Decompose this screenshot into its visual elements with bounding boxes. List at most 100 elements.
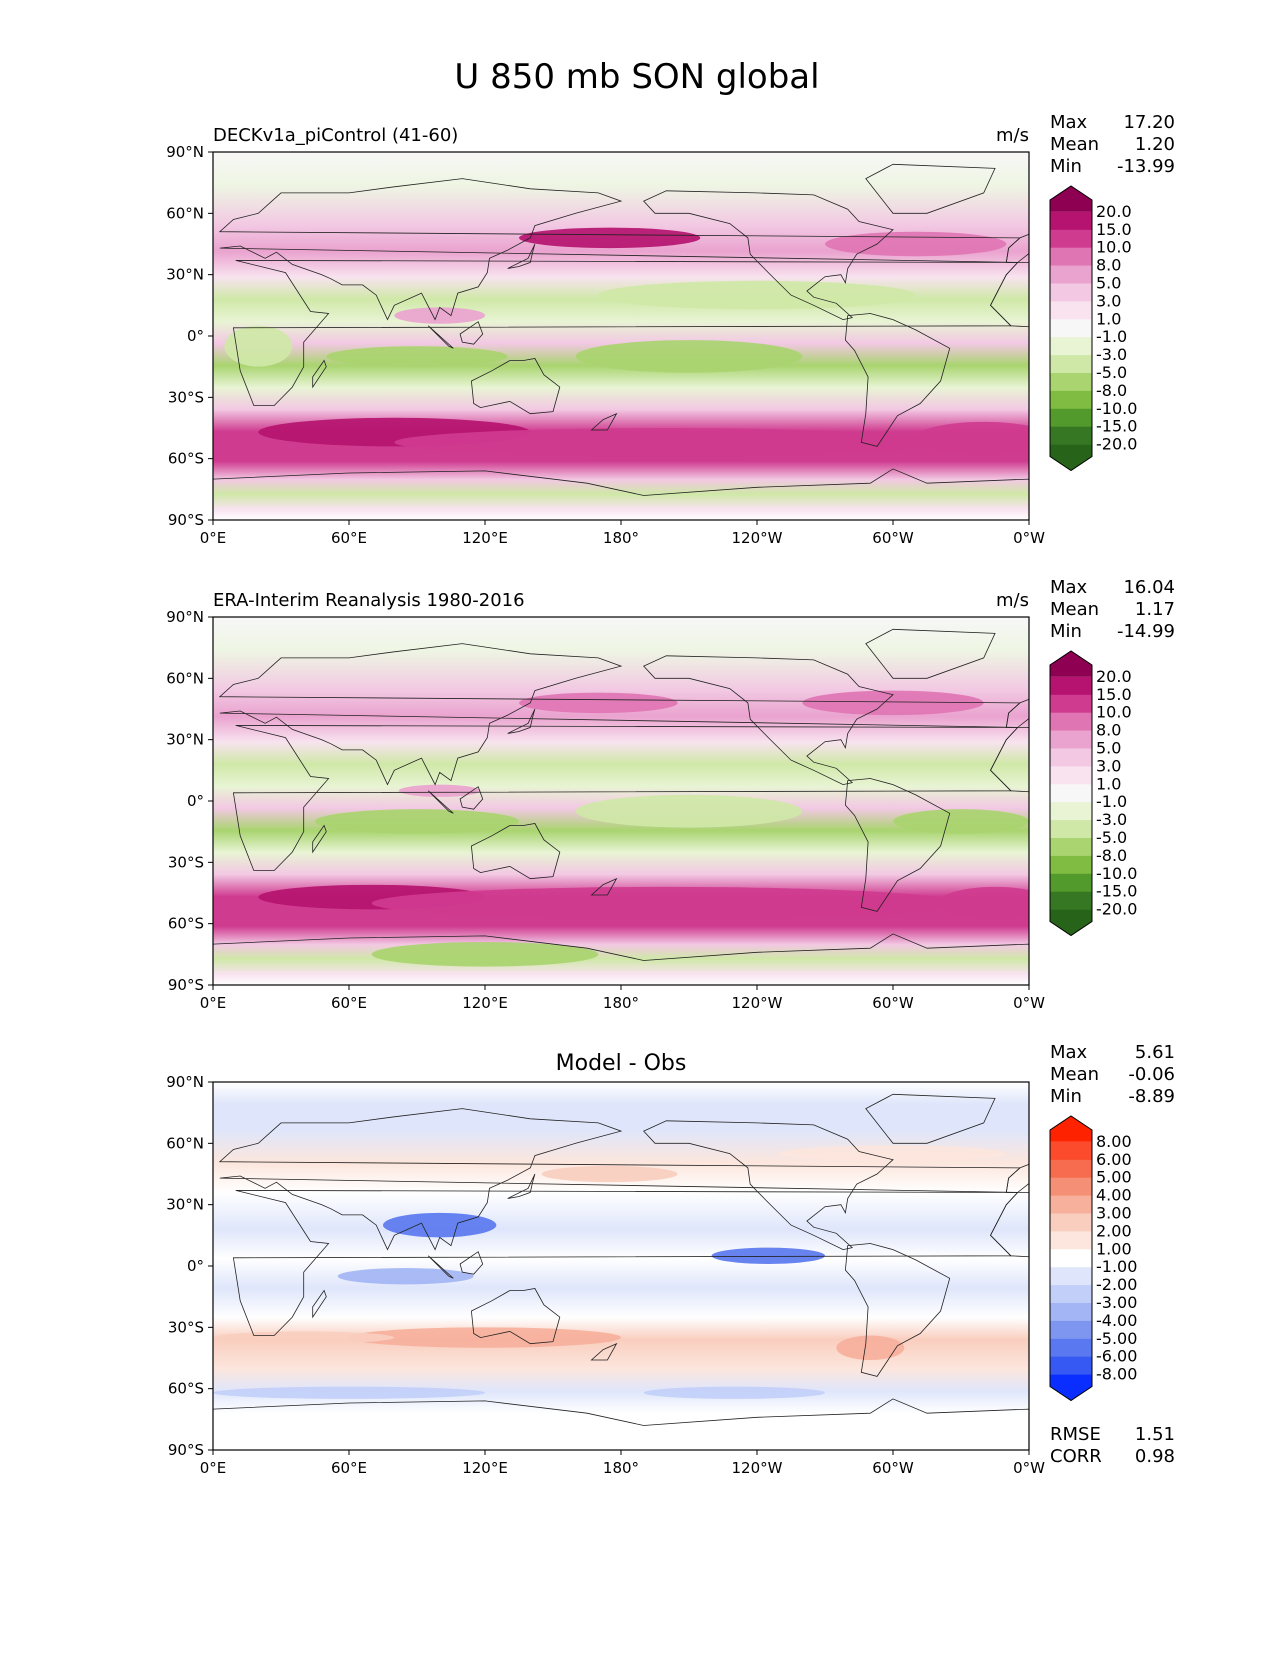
colorbar-level-label: -1.0: [1096, 327, 1127, 346]
lat-tick-label: 90°S: [168, 511, 204, 529]
colorbar-level-label: -5.00: [1096, 1329, 1137, 1348]
colorbar-level-label: -1.0: [1096, 792, 1127, 811]
lon-tick-label: 120°E: [462, 529, 508, 547]
coastline: [991, 725, 1275, 870]
field-blob: [315, 809, 519, 834]
colorbar-segment: [1050, 784, 1092, 802]
colorbar-level-label: 5.0: [1096, 739, 1121, 758]
colorbar-extend-bottom: [1050, 1375, 1092, 1401]
field-blob: [576, 340, 803, 373]
colorbar-segment: [1050, 319, 1092, 337]
colorbar-level-label: 1.00: [1096, 1239, 1132, 1258]
colorbar-level-label: 5.00: [1096, 1168, 1132, 1187]
colorbar-segment: [1050, 892, 1092, 910]
colorbar-level-label: 3.00: [1096, 1204, 1132, 1223]
colorbar-segment: [1050, 212, 1092, 230]
lon-tick-label: 0°W: [1013, 994, 1045, 1012]
stat-label: Max: [1050, 1042, 1088, 1063]
lon-tick-label: 0°W: [1013, 1459, 1045, 1477]
lat-tick-label: 60°N: [166, 204, 204, 222]
colorbar-segment: [1050, 1178, 1092, 1196]
stat-value: -13.99: [1117, 156, 1175, 177]
colorbar-level-label: -1.00: [1096, 1257, 1137, 1276]
colorbar-level-label: -2.00: [1096, 1275, 1137, 1294]
stat-value: 17.20: [1123, 112, 1175, 133]
colorbar-segment: [1050, 1357, 1092, 1375]
colorbar-level-label: -4.00: [1096, 1311, 1137, 1330]
coastline: [1006, 179, 1275, 320]
colorbar-level-label: 8.0: [1096, 256, 1121, 275]
colorbar-segment: [1050, 802, 1092, 820]
colorbar-level-label: -10.0: [1096, 399, 1137, 418]
colorbar-level-label: 20.0: [1096, 667, 1132, 686]
coastline: [1006, 644, 1275, 785]
lat-tick-label: 60°S: [168, 1380, 204, 1398]
panel-title: ERA-Interim Reanalysis 1980-2016: [213, 590, 525, 611]
field-blob: [213, 1331, 394, 1343]
colorbar-segment: [1050, 838, 1092, 856]
lat-tick-label: 30°S: [168, 853, 204, 871]
lon-tick-label: 0°W: [1013, 529, 1045, 547]
field-blob: [372, 887, 961, 920]
stat-value: 16.04: [1123, 577, 1175, 598]
lon-tick-label: 60°W: [872, 529, 914, 547]
colorbar-level-label: -15.0: [1096, 882, 1137, 901]
stat-value: 1.20: [1135, 134, 1175, 155]
colorbar-segment: [1050, 1214, 1092, 1232]
colorbar-level-label: -3.0: [1096, 810, 1127, 829]
colorbar-level-label: 1.0: [1096, 309, 1121, 328]
colorbar-segment: [1050, 713, 1092, 731]
colorbar-extend-top: [1050, 186, 1092, 212]
colorbar-level-label: 8.00: [1096, 1132, 1132, 1151]
colorbar-level-label: -8.0: [1096, 846, 1127, 865]
lon-tick-label: 60°E: [331, 1459, 367, 1477]
lat-tick-label: 60°S: [168, 915, 204, 933]
lat-tick-label: 90°N: [166, 143, 204, 161]
colorbar-level-label: -10.0: [1096, 864, 1137, 883]
stat-label: Min: [1050, 621, 1082, 642]
lat-tick-label: 90°N: [166, 608, 204, 626]
colorbar-level-label: -20.0: [1096, 900, 1137, 919]
stat-label: Min: [1050, 156, 1082, 177]
colorbar-segment: [1050, 874, 1092, 892]
lat-tick-label: 0°: [187, 1257, 204, 1275]
field-blob: [938, 887, 1051, 920]
colorbar-segment: [1050, 301, 1092, 319]
colorbar-segment: [1050, 355, 1092, 373]
lon-tick-label: 60°E: [331, 529, 367, 547]
colorbar-level-label: -8.0: [1096, 381, 1127, 400]
field-blob: [598, 281, 915, 310]
lon-tick-label: 0°E: [200, 1459, 227, 1477]
lon-tick-label: 0°E: [200, 994, 227, 1012]
colorbar-segment: [1050, 677, 1092, 695]
colorbar: 20.015.010.08.05.03.01.0-1.0-3.0-5.0-8.0…: [1050, 186, 1137, 471]
colorbar-segment: [1050, 427, 1092, 445]
stat-value: -8.89: [1128, 1086, 1175, 1107]
colorbar-segment: [1050, 1231, 1092, 1249]
field-blob: [712, 1248, 825, 1264]
lat-tick-label: 30°N: [166, 1196, 204, 1214]
colorbar-level-label: -8.00: [1096, 1365, 1137, 1384]
colorbar-segment: [1050, 337, 1092, 355]
colorbar-segment: [1050, 820, 1092, 838]
colorbar-level-label: -20.0: [1096, 435, 1137, 454]
colorbar-segment: [1050, 284, 1092, 302]
panel-title: Model - Obs: [556, 1051, 687, 1076]
colorbar-level-label: 10.0: [1096, 238, 1132, 257]
lon-tick-label: 0°E: [200, 529, 227, 547]
colorbar-segment: [1050, 1142, 1092, 1160]
colorbar-segment: [1050, 1196, 1092, 1214]
colorbar-level-label: 3.0: [1096, 291, 1121, 310]
colorbar-segment: [1050, 266, 1092, 284]
colorbar-segment: [1050, 1321, 1092, 1339]
lon-tick-label: 60°E: [331, 994, 367, 1012]
colorbar-extend-top: [1050, 1116, 1092, 1142]
colorbar-segment: [1050, 391, 1092, 409]
colorbar-level-label: -3.0: [1096, 345, 1127, 364]
colorbar-segment: [1050, 230, 1092, 248]
colorbar-segment: [1050, 1285, 1092, 1303]
stat-value: -14.99: [1117, 621, 1175, 642]
